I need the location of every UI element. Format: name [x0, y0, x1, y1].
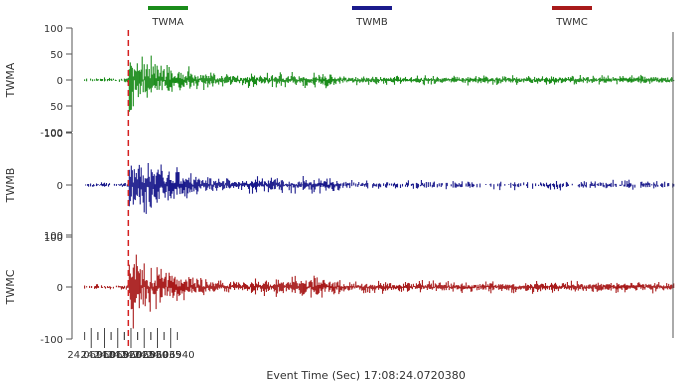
panel-twmb: 100 0 100 TWMB	[4, 129, 675, 244]
legend-label: TWMC	[555, 17, 588, 28]
series-twmb	[85, 163, 675, 214]
x-tick-label: 24.06940	[147, 350, 195, 361]
y-tick-label: 100	[44, 24, 63, 35]
panel-twma: 100 50 0 50 -100 TWMA	[4, 24, 675, 139]
x-tick-label: 24.06920	[94, 350, 142, 361]
legend-swatch	[552, 6, 592, 10]
x-tick-label: 24.06930	[120, 350, 168, 361]
series-twmc	[84, 254, 675, 329]
y-tick-label: 50	[50, 50, 63, 61]
y-tick-label: 0	[57, 76, 63, 87]
legend-swatch	[352, 6, 392, 10]
legend-label: TWMA	[151, 17, 184, 28]
x-axis: 24.0691024.0691524.0692024.0692524.06930…	[67, 328, 195, 361]
y-tick-label: 0	[57, 283, 63, 294]
y-axis-label: TWMC	[4, 269, 17, 305]
y-tick-label: -100	[40, 128, 63, 139]
legend: TWMA TWMB TWMC	[148, 6, 592, 28]
x-tick-label: 24.06935	[134, 350, 182, 361]
y-axis-label: TWMA	[4, 62, 17, 98]
legend-swatch	[148, 6, 188, 10]
y-tick-label: 100	[44, 233, 63, 244]
y-axis-label: TWMB	[4, 168, 17, 204]
x-tick-label: 24.06910	[67, 350, 115, 361]
legend-label: TWMB	[355, 17, 388, 28]
x-tick-label: 24.06925	[107, 350, 155, 361]
y-tick-label: 100	[44, 231, 63, 242]
y-tick-label: 50	[50, 102, 63, 113]
y-tick-label: -100	[40, 335, 63, 346]
x-tick-label: 24.06915	[81, 350, 129, 361]
x-axis-label: Event Time (Sec) 17:08:24.0720380	[266, 369, 465, 382]
panel-twmc: 100 0 -100 TWMC	[4, 231, 675, 346]
series-twma	[84, 55, 675, 112]
y-tick-label: 100	[44, 129, 63, 140]
y-tick-label: 0	[57, 181, 63, 192]
